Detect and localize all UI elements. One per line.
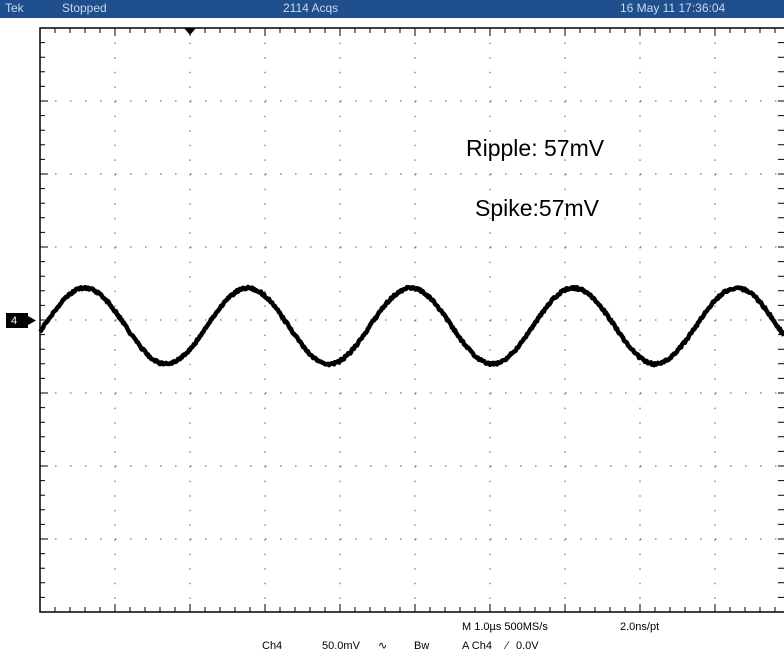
ripple-annotation: Ripple: 57mV	[466, 135, 605, 161]
spike-annotation: Spike:57mV	[475, 195, 600, 221]
volts-per-div: 50.0mV	[322, 640, 361, 652]
page: Tek Stopped 2114 Acqs 16 May 11 17:36:04…	[0, 0, 784, 657]
waveform	[40, 287, 784, 365]
channel-marker: 4	[11, 315, 17, 327]
resolution: 2.0ns/pt	[620, 621, 659, 633]
trigger-source: A Ch4	[462, 640, 492, 652]
channel-marker-arrow	[28, 316, 36, 325]
graticule	[40, 28, 784, 612]
graticule-ticks	[40, 28, 784, 612]
bandwidth: Bw	[414, 640, 429, 652]
trigger-level: 0.0V	[516, 640, 539, 652]
trigger-slope: ⁄	[503, 640, 510, 652]
channel: Ch4	[262, 640, 282, 652]
status: Stopped	[62, 1, 107, 15]
trigger-position-marker	[184, 28, 196, 35]
brand: Tek	[5, 1, 25, 15]
graticule-border	[40, 28, 784, 612]
timebase: M 1.0µs 500MS/s	[462, 621, 548, 633]
oscilloscope-screen: Tek Stopped 2114 Acqs 16 May 11 17:36:04…	[0, 0, 784, 657]
timestamp: 16 May 11 17:36:04	[620, 1, 726, 15]
acquisitions: 2114 Acqs	[283, 1, 338, 15]
coupling-icon: ∿	[378, 640, 387, 652]
